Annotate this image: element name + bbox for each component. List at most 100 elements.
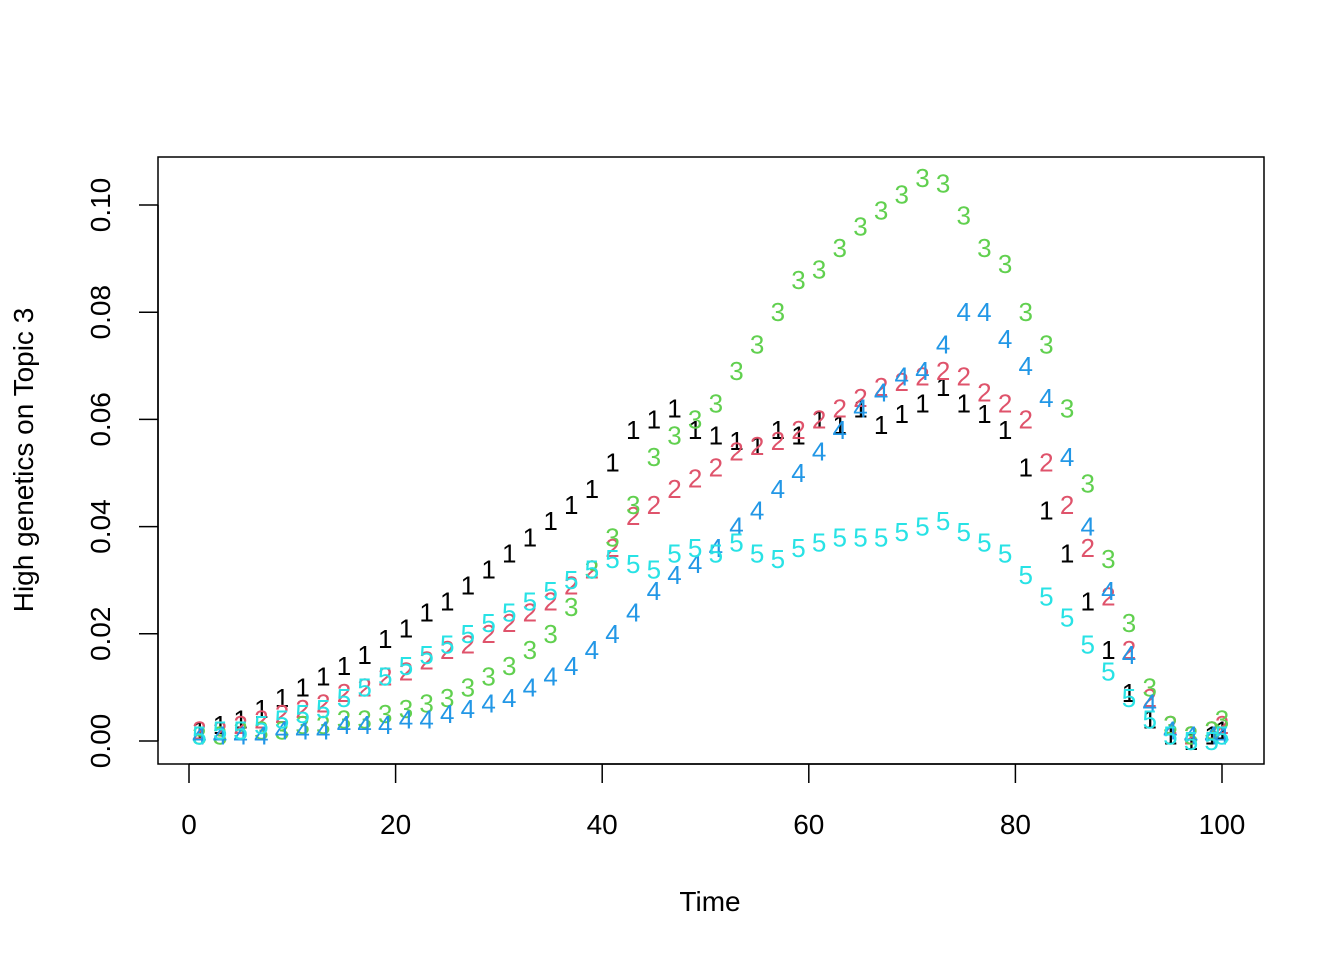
series-5-point: 5 — [771, 544, 785, 574]
series-2-point: 2 — [977, 378, 991, 408]
series-4-point: 4 — [523, 672, 537, 702]
series-2-point: 2 — [1018, 404, 1032, 434]
series-1-point: 1 — [771, 415, 785, 445]
series-3-point: 3 — [254, 715, 268, 745]
series-5-point: 5 — [1018, 560, 1032, 590]
series-3-point: 3 — [833, 233, 847, 263]
series-3-point: 3 — [523, 635, 537, 665]
series-3-point: 3 — [316, 710, 330, 740]
series-3-point: 3 — [750, 329, 764, 359]
series-2-point: 2 — [378, 662, 392, 692]
series-3-point: 3 — [295, 710, 309, 740]
series-1-point: 1 — [1163, 721, 1177, 751]
series-4-point: 4 — [378, 710, 392, 740]
series-2-point: 2 — [688, 463, 702, 493]
series-1-point: 1 — [357, 640, 371, 670]
series-5-point: 5 — [915, 512, 929, 542]
series-2-point: 2 — [729, 437, 743, 467]
series-4-point: 4 — [1080, 512, 1094, 542]
series-4-point: 4 — [874, 378, 888, 408]
series-4-point: 4 — [357, 710, 371, 740]
series-5-point: 5 — [523, 587, 537, 617]
series-2-point: 2 — [771, 426, 785, 456]
series-1-point: 1 — [915, 388, 929, 418]
series-3-point: 3 — [1122, 608, 1136, 638]
series-5-point: 5 — [605, 544, 619, 574]
series-4-point: 4 — [957, 297, 971, 327]
series-1-point: 1 — [750, 431, 764, 461]
series-3-point: 3 — [998, 249, 1012, 279]
series-5-point: 5 — [667, 538, 681, 568]
series-2-point: 2 — [585, 554, 599, 584]
series-1-point: 1 — [523, 522, 537, 552]
series-5-point: 5 — [233, 715, 247, 745]
x-axis: 0 20 40 60 80 100 — [181, 763, 1246, 840]
series-1-point: 1 — [233, 705, 247, 735]
series-1-point: 1 — [564, 490, 578, 520]
series-1-point: 1 — [1215, 715, 1229, 745]
series-3-point: 3 — [1184, 721, 1198, 751]
series-3-point: 3 — [936, 169, 950, 199]
y-tick-label: 0.02 — [85, 607, 116, 662]
series-3-point: 3 — [605, 522, 619, 552]
series-3-point: 3 — [213, 721, 227, 751]
series-1-point: 1 — [812, 404, 826, 434]
series-2-point: 2 — [1080, 533, 1094, 563]
series-2-point: 2 — [481, 619, 495, 649]
series-4-point: 4 — [399, 705, 413, 735]
series-1-point: 1 — [1101, 635, 1115, 665]
y-tick-label: 0.00 — [85, 714, 116, 769]
series-3-point: 3 — [502, 651, 516, 681]
series-4-point: 4 — [605, 619, 619, 649]
x-tick-label: 100 — [1199, 809, 1246, 840]
series-4-point: 4 — [564, 651, 578, 681]
series-4-point: 4 — [853, 394, 867, 424]
series-1-point: 1 — [1204, 721, 1218, 751]
series-2-point: 2 — [275, 699, 289, 729]
series-1-point: 1 — [192, 715, 206, 745]
series-2-point: 2 — [316, 688, 330, 718]
series-2-point: 2 — [833, 394, 847, 424]
series-3-point: 3 — [791, 265, 805, 295]
series-5-point: 5 — [895, 517, 909, 547]
series-4-point: 4 — [1122, 640, 1136, 670]
series-1-point: 1 — [440, 587, 454, 617]
series-3-point: 3 — [233, 715, 247, 745]
y-axis: 0.00 0.02 0.04 0.06 0.08 0.10 — [85, 178, 159, 769]
series-4-point: 4 — [233, 721, 247, 751]
series-2-point: 2 — [874, 372, 888, 402]
series-5-point: 5 — [998, 538, 1012, 568]
series-5-point: 5 — [316, 694, 330, 724]
series-4-point: 4 — [275, 715, 289, 745]
series-1-point: 1 — [1060, 538, 1074, 568]
series-5-point: 5 — [1122, 683, 1136, 713]
series-4-point: 4 — [192, 721, 206, 751]
y-tick-label: 0.10 — [85, 178, 116, 233]
series-5-point: 5 — [275, 705, 289, 735]
x-tick-label: 80 — [1000, 809, 1031, 840]
series-4-point: 4 — [543, 662, 557, 692]
series-1-point: 1 — [295, 672, 309, 702]
series-5-point: 5 — [254, 710, 268, 740]
x-tick-label: 20 — [380, 809, 411, 840]
series-3-point: 3 — [399, 694, 413, 724]
series-3-point: 3 — [1060, 394, 1074, 424]
series-1-point: 1 — [709, 420, 723, 450]
series-2-point: 2 — [750, 431, 764, 461]
series-5-point: 5 — [213, 715, 227, 745]
series-2-point: 2 — [1163, 710, 1177, 740]
series-5-point: 5 — [626, 549, 640, 579]
series-5-point: 5 — [1101, 656, 1115, 686]
series-1-point: 1 — [1184, 726, 1198, 756]
series-3-point: 3 — [481, 662, 495, 692]
series-4-point: 4 — [502, 683, 516, 713]
series-2-point: 2 — [419, 646, 433, 676]
series-5-point: 5 — [977, 528, 991, 558]
series-1-point: 1 — [1142, 705, 1156, 735]
series-5-point: 5 — [357, 672, 371, 702]
series-2-point: 2 — [399, 656, 413, 686]
series-1-point: 1 — [337, 651, 351, 681]
